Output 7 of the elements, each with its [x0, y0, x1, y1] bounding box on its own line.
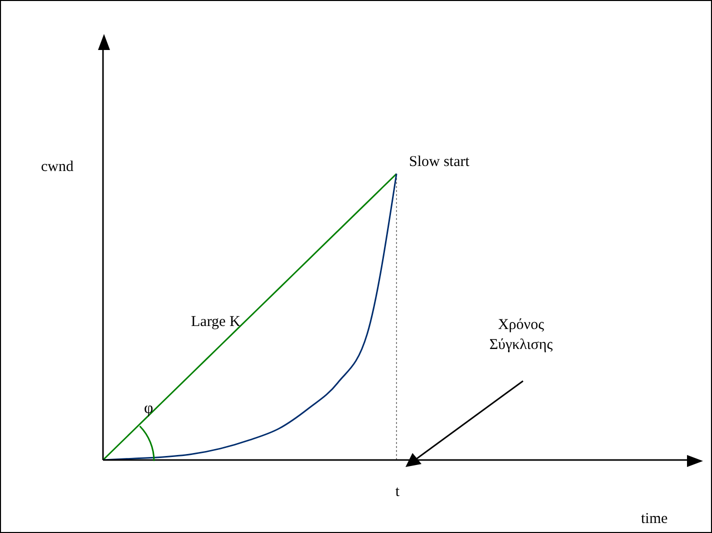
series-label: Large K	[191, 314, 240, 330]
text: t	[395, 484, 400, 500]
series-label: Slow start	[409, 154, 470, 170]
x-axis-title: time	[641, 511, 668, 527]
y-axis-title: cwnd	[41, 159, 74, 175]
annotation: φ	[144, 400, 154, 417]
annotation: Χρόνος Σύγκλισης	[489, 317, 553, 353]
